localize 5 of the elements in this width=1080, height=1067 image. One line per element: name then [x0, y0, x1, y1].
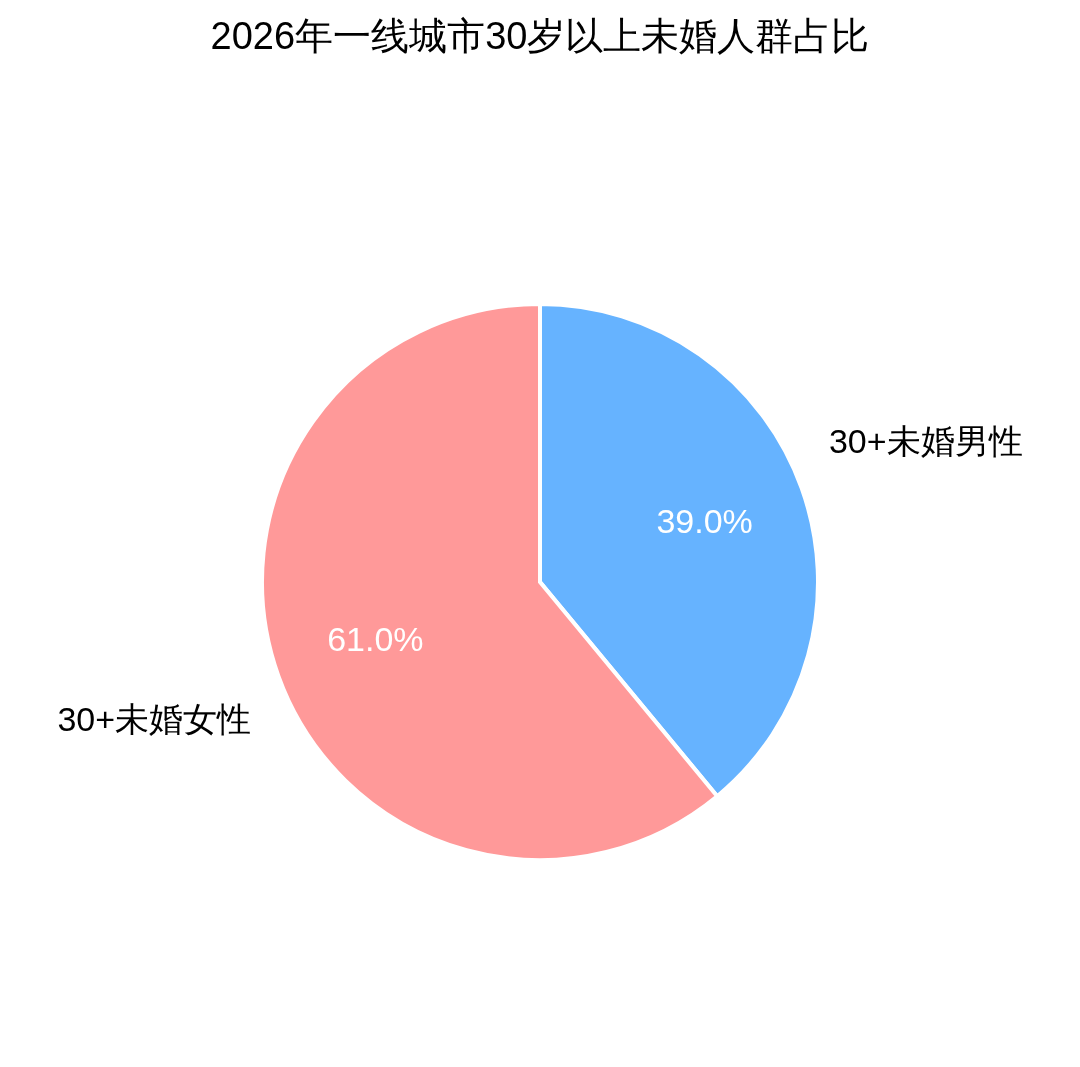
slice-label: 30+未婚女性 — [57, 699, 252, 738]
data-label: 61.0% — [327, 620, 424, 659]
data-label: 39.0% — [656, 501, 753, 540]
chart-title: 2026年一线城市30岁以上未婚人群占比 — [210, 15, 870, 57]
slice-label: 30+未婚男性 — [828, 422, 1023, 461]
